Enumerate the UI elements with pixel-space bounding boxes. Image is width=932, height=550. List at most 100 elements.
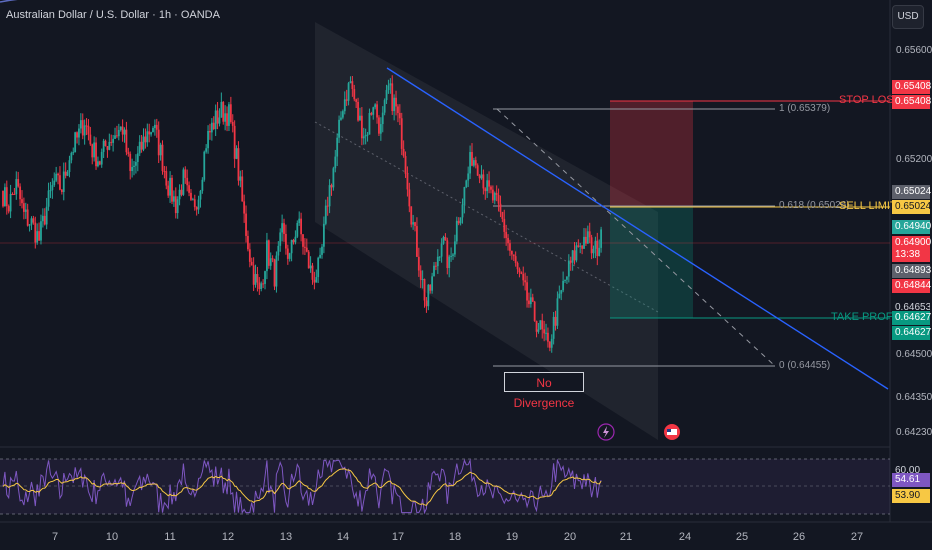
candle-body bbox=[461, 204, 464, 218]
candle-body bbox=[288, 253, 291, 259]
candle-body bbox=[567, 260, 570, 277]
take-profit-price-badge: 0.64627 bbox=[892, 311, 931, 325]
candle-body bbox=[450, 255, 453, 257]
currency-button[interactable]: USD bbox=[892, 5, 924, 29]
candle-body bbox=[104, 140, 107, 147]
candle-body bbox=[87, 125, 90, 135]
candle-body bbox=[171, 177, 173, 202]
candle-body bbox=[45, 206, 48, 225]
candle-body bbox=[592, 248, 595, 254]
candle-body bbox=[554, 316, 557, 326]
candle-body bbox=[381, 112, 384, 125]
candle-body bbox=[26, 209, 29, 226]
candle-body bbox=[596, 240, 599, 256]
chart-title: Australian Dollar / U.S. Dollar · 1h · O… bbox=[6, 9, 220, 21]
candle-body bbox=[581, 245, 584, 249]
lightning-icon[interactable] bbox=[597, 423, 615, 441]
candle-body bbox=[440, 243, 443, 257]
candle-body bbox=[102, 140, 105, 152]
candle-body bbox=[347, 83, 350, 101]
candle-body bbox=[273, 259, 276, 287]
candle-body bbox=[598, 247, 601, 256]
candle-body bbox=[214, 110, 217, 129]
candle-body bbox=[226, 113, 228, 126]
candle-body bbox=[250, 261, 253, 266]
candle-body bbox=[114, 135, 116, 139]
candle-body bbox=[315, 277, 318, 283]
candle-body bbox=[431, 276, 434, 291]
candle-body bbox=[560, 290, 563, 294]
candle-body bbox=[569, 260, 572, 263]
candle-body bbox=[313, 279, 316, 283]
candle-body bbox=[271, 258, 274, 260]
candle-body bbox=[197, 199, 200, 210]
flag-icon[interactable] bbox=[664, 424, 680, 440]
price-tick-label: 0.64350 bbox=[896, 392, 932, 403]
candle-body bbox=[453, 241, 456, 255]
time-tick-label: 14 bbox=[337, 531, 349, 543]
candle-body bbox=[116, 135, 118, 137]
candle-body bbox=[512, 254, 515, 257]
candle-body bbox=[72, 152, 75, 154]
candle-body bbox=[326, 205, 329, 207]
channel-resistance-line[interactable] bbox=[386, 67, 889, 390]
candle-body bbox=[267, 240, 270, 266]
candle-body bbox=[535, 320, 538, 332]
candle-body bbox=[444, 236, 447, 241]
candle-body bbox=[482, 174, 485, 189]
candle-body bbox=[417, 256, 420, 271]
candle-body bbox=[150, 132, 153, 135]
candle-body bbox=[176, 199, 179, 214]
candle-body bbox=[79, 120, 82, 129]
candle-body bbox=[355, 99, 358, 102]
candle-body bbox=[119, 126, 122, 130]
candle-body bbox=[491, 189, 494, 201]
candle-body bbox=[169, 177, 171, 196]
sell-limit-label: SELL LIMIT bbox=[839, 200, 897, 212]
candle-body bbox=[205, 148, 208, 152]
candle-body bbox=[338, 119, 340, 138]
fib-label-0: 0 (0.64455) bbox=[779, 360, 831, 371]
time-tick-label: 27 bbox=[851, 531, 863, 543]
candle-body bbox=[155, 124, 158, 130]
candle-body bbox=[89, 134, 92, 145]
candle-body bbox=[520, 272, 523, 274]
fib-trend-line bbox=[496, 108, 776, 367]
candle-body bbox=[545, 332, 547, 334]
candle-body bbox=[163, 171, 166, 173]
candle-body bbox=[548, 341, 551, 348]
candle-body bbox=[22, 203, 25, 212]
candle-body bbox=[34, 222, 37, 243]
last-red-badge: 0.64844 bbox=[892, 279, 931, 293]
candle-body bbox=[514, 256, 517, 263]
candle-body bbox=[279, 232, 282, 246]
candle-body bbox=[5, 187, 8, 207]
candle-body bbox=[541, 320, 544, 330]
candle-body bbox=[209, 130, 211, 133]
candle-body bbox=[378, 117, 380, 134]
candle-body bbox=[472, 160, 475, 166]
candle-body bbox=[419, 270, 422, 280]
candle-body bbox=[212, 122, 215, 129]
candle-body bbox=[516, 262, 519, 270]
candle-body bbox=[455, 220, 458, 242]
last-price-value: 0.64900 bbox=[895, 237, 932, 248]
candle-body bbox=[319, 254, 321, 258]
candle-body bbox=[296, 223, 299, 237]
candle-body bbox=[360, 115, 363, 139]
no-divergence-label: No Divergence bbox=[504, 372, 584, 410]
candle-body bbox=[349, 81, 352, 84]
candle-body bbox=[24, 209, 27, 212]
candle-body bbox=[588, 231, 591, 238]
candle-body bbox=[586, 231, 589, 244]
stop-loss-zone bbox=[610, 101, 693, 207]
candle-body bbox=[123, 129, 126, 135]
candle-body bbox=[484, 188, 487, 192]
candle-body bbox=[55, 173, 58, 181]
candle-body bbox=[459, 217, 462, 224]
candle-body bbox=[129, 153, 132, 172]
candle-body bbox=[404, 156, 407, 174]
candle-body bbox=[307, 251, 310, 269]
candle-body bbox=[28, 224, 31, 226]
